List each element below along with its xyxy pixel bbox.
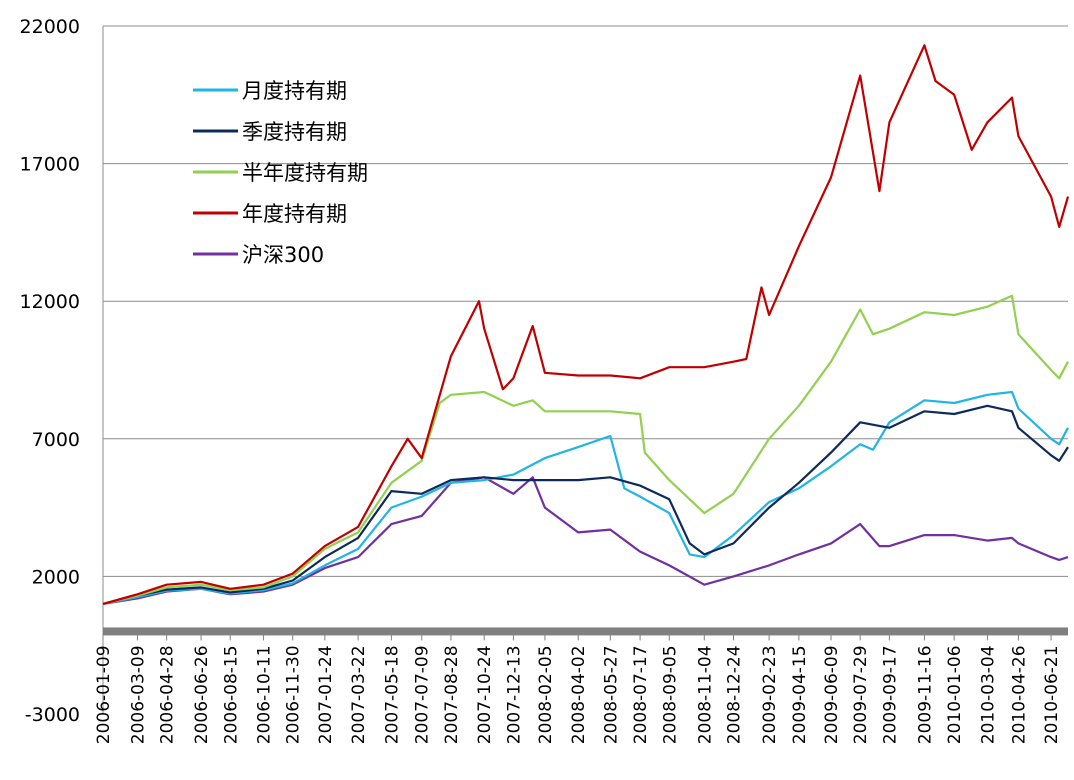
x-tick-label: 2007-10-24 — [475, 645, 495, 744]
x-tick-label: 2008-12-24 — [725, 645, 745, 744]
series-line-2 — [102, 294, 1069, 605]
x-tick-label: 2008-07-17 — [631, 645, 651, 744]
x-tick-label: 2009-07-29 — [851, 645, 871, 744]
legend-label-0: 月度持有期 — [242, 79, 347, 103]
x-tick-label: 2008-05-27 — [601, 645, 621, 744]
x-tick-label: 2007-03-22 — [349, 645, 369, 744]
x-tick-label: 2008-02-05 — [536, 645, 556, 744]
y-tick-label: 7000 — [32, 429, 80, 451]
x-tick-label: 2009-06-09 — [822, 645, 842, 744]
y-tick-label: 2000 — [32, 566, 80, 588]
series-line-1 — [102, 404, 1069, 605]
legend-label-2: 半年度持有期 — [242, 161, 368, 185]
x-tick-label: 2009-09-17 — [880, 645, 900, 744]
x-tick-label: 2010-04-26 — [1009, 645, 1029, 744]
y-tick-label: -3000 — [25, 704, 80, 726]
series-lines — [102, 44, 1070, 605]
y-tick-label: 17000 — [20, 154, 80, 176]
x-axis — [103, 627, 1068, 636]
x-tick-label: 2007-05-18 — [382, 645, 402, 744]
x-tick-label: 2009-04-15 — [790, 645, 810, 744]
x-tick-label: 2006-11-30 — [284, 645, 304, 744]
x-tick-label: 2008-09-05 — [660, 645, 680, 744]
x-tick-label: 2010-03-04 — [978, 645, 998, 744]
x-tick-label: 2009-02-23 — [760, 645, 780, 744]
x-tick-label: 2007-08-28 — [442, 645, 462, 744]
x-tick-label: 2006-06-26 — [192, 645, 212, 744]
legend-label-3: 年度持有期 — [242, 202, 347, 226]
x-tick-label: 2008-11-04 — [695, 645, 715, 744]
x-axis-line — [103, 627, 1068, 636]
legend-label-1: 季度持有期 — [242, 120, 347, 144]
x-tick-label: 2007-07-09 — [413, 645, 433, 744]
x-tick-label: 2006-04-28 — [158, 645, 178, 744]
x-tick-label: 2006-10-11 — [255, 645, 275, 744]
x-tick-label: 2009-11-16 — [915, 645, 935, 744]
x-tick-label: 2007-12-13 — [504, 645, 524, 744]
x-tick-label: 2006-01-09 — [94, 645, 114, 744]
x-tick-label: 2007-01-24 — [316, 645, 336, 744]
x-tick-label: 2010-01-06 — [945, 645, 965, 744]
series-line-4 — [102, 476, 1069, 605]
gridlines — [102, 25, 1068, 714]
series-line-0 — [102, 390, 1069, 605]
y-tick-label: 12000 — [20, 291, 80, 313]
x-tick-label: 2008-04-02 — [569, 645, 589, 744]
y-tick-label: 22000 — [20, 16, 80, 38]
x-tick-label: 2010-06-21 — [1042, 645, 1062, 744]
x-tick-label: 2006-03-09 — [128, 645, 148, 744]
x-axis-tick-labels: 2006-01-09 2006-03-09 2006-04-28 2006-06-26… — [94, 635, 1062, 744]
y-axis-tick-labels: -3000 2000 7000 12000 17000 22000 — [20, 16, 80, 726]
legend-label-4: 沪深300 — [242, 243, 324, 267]
series-line-3 — [102, 44, 1070, 605]
x-tick-label: 2006-08-15 — [221, 645, 241, 744]
